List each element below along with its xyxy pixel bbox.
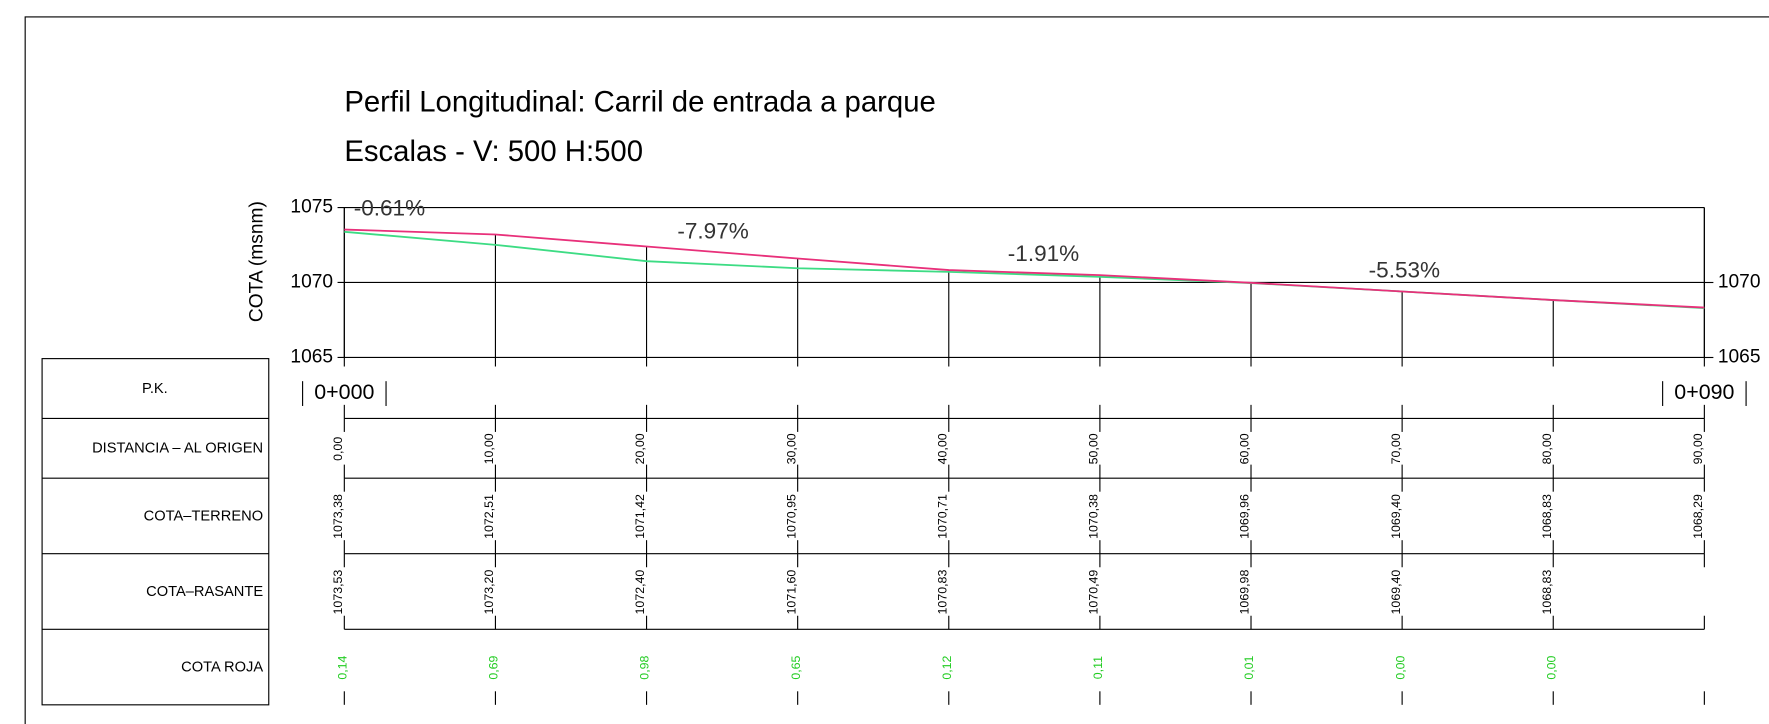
- distance-label: 80,00: [1540, 433, 1554, 464]
- y-axis-title: COTA (msnm): [247, 201, 268, 322]
- subtitle: Escalas - V: 500 H:500: [344, 135, 643, 168]
- profile-line: [344, 228, 1705, 309]
- distance-label: 50,00: [1087, 433, 1101, 464]
- cota-roja-label: 0,12: [940, 655, 954, 679]
- y2-tick-label: 1065: [1718, 347, 1761, 368]
- elevation-label: 1070,83: [935, 570, 949, 615]
- row-header: P.K.: [142, 381, 168, 397]
- elevation-label: 1072,40: [633, 570, 647, 615]
- cota-roja-label: 0,69: [487, 655, 501, 679]
- cota-roja-label: 0,14: [335, 655, 349, 679]
- row-header: COTA–TERRENO: [144, 508, 263, 524]
- slope-label: -0.61%: [354, 196, 425, 221]
- distance-label: 0,00: [331, 437, 345, 461]
- header-box: [41, 358, 270, 706]
- cota-roja-label: 0,98: [638, 655, 652, 679]
- elevation-label: 1073,20: [482, 570, 496, 615]
- elevation-label: 1070,38: [1087, 494, 1101, 539]
- distance-label: 60,00: [1238, 433, 1252, 464]
- elevation-label: 1073,53: [331, 570, 345, 615]
- distance-label: 20,00: [633, 433, 647, 464]
- elevation-label: 1072,51: [482, 494, 496, 539]
- elevation-label: 1069,98: [1238, 570, 1252, 615]
- slope-label: -7.97%: [677, 218, 748, 243]
- elevation-label: 1070,95: [784, 494, 798, 539]
- y2-tick-label: 1070: [1718, 272, 1761, 293]
- y-tick-label: 1065: [290, 347, 333, 368]
- row-header: COTA–RASANTE: [146, 584, 263, 600]
- elevation-label: 1069,40: [1389, 570, 1403, 615]
- row-header: DISTANCIA – AL ORIGEN: [92, 441, 263, 457]
- elevation-label: 1071,60: [784, 570, 798, 615]
- pk-label: 0+000: [314, 380, 374, 404]
- elevation-label: 1068,29: [1691, 494, 1705, 539]
- row-header: COTA ROJA: [181, 659, 263, 675]
- slope-label: -1.91%: [1008, 241, 1079, 266]
- distance-label: 90,00: [1691, 433, 1705, 464]
- table-headers: P.K. DISTANCIA – AL ORIGEN COTA–TERRENO …: [41, 358, 270, 706]
- elevation-label: 1071,42: [633, 494, 647, 539]
- sheet-border: [24, 16, 1769, 724]
- elevation-label: 1070,71: [935, 494, 949, 539]
- distance-label: 70,00: [1389, 433, 1403, 464]
- pk-label: 0+090: [1674, 380, 1734, 404]
- elevation-label: 1069,40: [1389, 494, 1403, 539]
- cota-roja-label: 0,00: [1393, 655, 1407, 679]
- cota-roja-label: 0,65: [789, 655, 803, 679]
- distance-label: 40,00: [935, 433, 949, 464]
- y-tick-label: 1075: [290, 197, 333, 218]
- cota-roja-label: 0,11: [1091, 656, 1105, 679]
- elevation-label: 1068,83: [1540, 570, 1554, 615]
- elevation-label: 1070,49: [1087, 570, 1101, 615]
- distance-label: 10,00: [482, 433, 496, 464]
- elevation-label: 1068,83: [1540, 494, 1554, 539]
- distance-label: 30,00: [784, 433, 798, 464]
- cota-roja-label: 0,01: [1242, 655, 1256, 679]
- y-tick-label: 1070: [290, 272, 333, 293]
- slope-label: -5.53%: [1369, 258, 1440, 283]
- elevation-label: 1069,96: [1238, 494, 1252, 539]
- elevation-label: 1073,38: [331, 494, 345, 539]
- title: Perfil Longitudinal: Carril de entrada a…: [344, 86, 936, 119]
- cota-roja-label: 0,00: [1544, 655, 1558, 679]
